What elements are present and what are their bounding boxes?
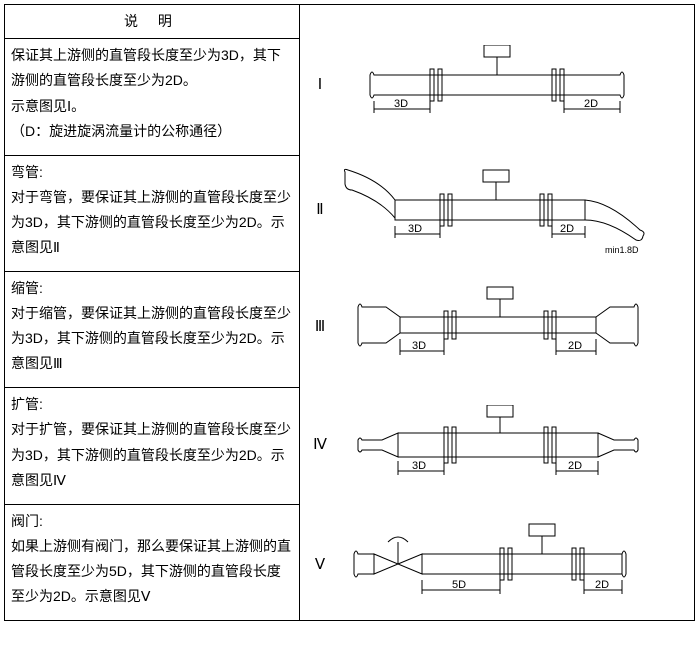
dim-2d: 2D bbox=[568, 340, 582, 352]
header-row: 说 明 Ⅰ bbox=[5, 5, 695, 39]
dim-3d: 3D bbox=[412, 340, 426, 352]
desc-5: 阀门: 如果上游侧有阀门，那么要保证其上游侧的直管段长度至少为5D，其下游侧的直… bbox=[5, 504, 300, 620]
dim-3d: 3D bbox=[408, 223, 422, 235]
roman-2: Ⅱ bbox=[300, 197, 340, 224]
dim-2d: 2D bbox=[568, 460, 582, 472]
dim-5d: 5D bbox=[452, 579, 466, 591]
header-title: 说 明 bbox=[5, 5, 300, 39]
dim-3d: 3D bbox=[412, 460, 426, 472]
diagram-cell: Ⅰ bbox=[300, 5, 695, 621]
diagram-3-svg: 3D 2D bbox=[340, 285, 694, 370]
diagram-4: Ⅳ bbox=[300, 405, 694, 485]
bend-note: min1.8D bbox=[605, 245, 639, 255]
dim-2d: 2D bbox=[560, 223, 574, 235]
roman-5: Ⅴ bbox=[300, 552, 340, 579]
dim-2d: 2D bbox=[584, 98, 598, 110]
diagram-1-svg: 3D 2D bbox=[340, 45, 694, 125]
roman-4: Ⅳ bbox=[300, 432, 340, 459]
diagram-4-svg: 3D 2D bbox=[340, 405, 694, 485]
installation-table: 说 明 Ⅰ bbox=[4, 4, 695, 621]
dim-3d: 3D bbox=[394, 98, 408, 110]
diagram-2: Ⅱ bbox=[300, 160, 694, 260]
desc-4: 扩管: 对于扩管，要保证其上游侧的直管段长度至少为3D，其下游侧的直管段长度至少… bbox=[5, 388, 300, 504]
diagrams-wrap: Ⅰ bbox=[300, 5, 694, 620]
roman-1: Ⅰ bbox=[300, 72, 340, 99]
diagram-3: Ⅲ bbox=[300, 285, 694, 370]
desc-1: 保证其上游侧的直管段长度至少为3D，其下游侧的直管段长度至少为2D。 示意图见Ⅰ… bbox=[5, 39, 300, 155]
diagram-5: Ⅴ bbox=[300, 520, 694, 610]
desc-3: 缩管: 对于缩管，要保证其上游侧的直管段长度至少为3D，其下游侧的直管段长度至少… bbox=[5, 271, 300, 387]
desc-2: 弯管: 对于弯管，要保证其上游侧的直管段长度至少为3D，其下游侧的直管段长度至少… bbox=[5, 155, 300, 271]
diagram-5-svg: 5D 2D bbox=[340, 520, 694, 610]
diagram-1: Ⅰ bbox=[300, 45, 694, 125]
diagram-2-svg: 3D 2D min1.8D bbox=[340, 160, 694, 260]
dim-2d: 2D bbox=[595, 579, 609, 591]
roman-3: Ⅲ bbox=[300, 314, 340, 341]
